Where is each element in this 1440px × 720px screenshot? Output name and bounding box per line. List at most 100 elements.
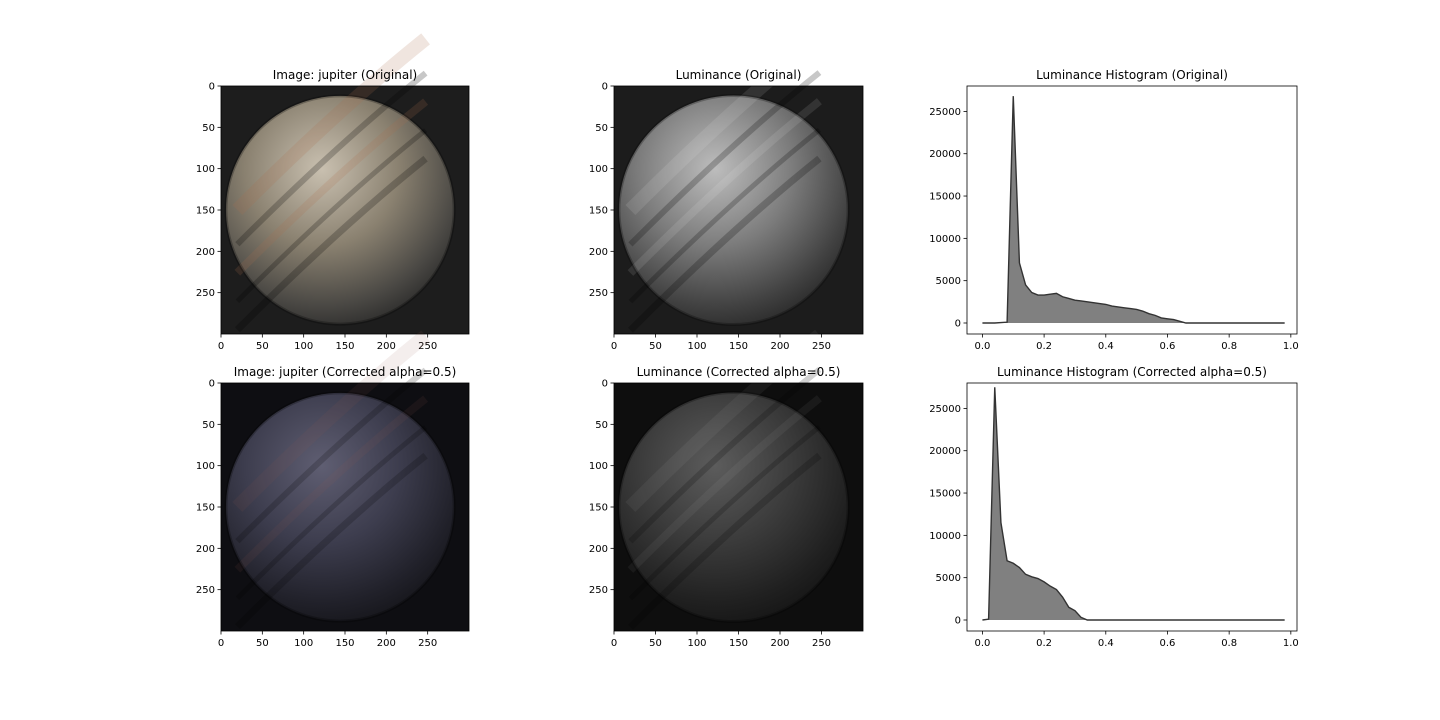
planet-disc <box>225 95 455 325</box>
cloud-band <box>235 425 428 601</box>
cloud-band <box>628 367 822 544</box>
y-tick-label: 25000 <box>929 404 961 415</box>
y-tick-label: 100 <box>196 461 215 472</box>
panel-title: Luminance (Corrected alpha=0.5) <box>637 365 841 379</box>
y-tick-label: 5000 <box>936 573 961 584</box>
y-tick-label: 150 <box>589 206 608 217</box>
y-tick-label: 0 <box>209 82 215 93</box>
panel-title: Luminance Histogram (Original) <box>1036 68 1228 82</box>
planet-limb <box>224 94 456 326</box>
x-tick-label: 0 <box>218 638 224 649</box>
x-tick-label: 250 <box>418 341 437 352</box>
x-tick-label: 100 <box>687 638 706 649</box>
cloud-band <box>625 329 824 512</box>
x-tick-label: 0 <box>611 638 617 649</box>
x-tick-label: 1.0 <box>1283 638 1299 649</box>
y-tick-label: 25000 <box>929 107 961 118</box>
y-tick-label: 200 <box>196 544 215 555</box>
planet-disc <box>225 392 455 622</box>
x-tick-label: 250 <box>812 341 831 352</box>
panel-6: 0.0 0.2 0.4 0.6 0.8 1.0 0 5000 10000 15000 20000 25… <box>929 365 1299 649</box>
y-tick-label: 250 <box>196 585 215 596</box>
x-tick-label: 1.0 <box>1283 341 1299 352</box>
y-tick-label: 0 <box>602 82 608 93</box>
x-tick-label: 250 <box>418 638 437 649</box>
axes-frame <box>966 85 1298 335</box>
x-tick-label: 150 <box>335 638 354 649</box>
cloud-band <box>628 424 821 601</box>
panel-title: Image: jupiter (Original) <box>273 68 418 82</box>
cloud-band <box>235 367 428 544</box>
panel-title: Image: jupiter (Corrected alpha=0.5) <box>234 365 457 379</box>
y-tick-label: 200 <box>589 544 608 555</box>
x-tick-label: 50 <box>649 341 662 352</box>
y-tick-label: 250 <box>196 288 215 299</box>
x-tick-label: 0 <box>218 341 224 352</box>
planet-limb <box>617 390 850 624</box>
y-tick-label: 20000 <box>929 149 961 160</box>
x-tick-label: 0.8 <box>1221 341 1237 352</box>
cloud-band <box>628 70 822 247</box>
x-tick-label: 50 <box>256 341 269 352</box>
cloud-band <box>235 128 428 304</box>
cloud-band <box>627 452 822 630</box>
panel-title: Luminance Histogram (Corrected alpha=0.5… <box>997 365 1267 379</box>
x-tick-label: 100 <box>294 638 313 649</box>
y-tick-label: 0 <box>602 379 608 390</box>
y-tick-label: 5000 <box>936 276 961 287</box>
y-tick-label: 150 <box>589 503 608 514</box>
planet-disc <box>618 95 849 325</box>
y-tick-label: 10000 <box>929 531 961 542</box>
cloud-band <box>625 32 824 215</box>
panel-1: 0 50 100 150 200 250 0 50 100 150 200 250 Image: jup… <box>196 33 470 352</box>
histogram-area <box>982 387 1285 620</box>
x-tick-label: 100 <box>687 341 706 352</box>
panel-title: Luminance (Original) <box>676 68 802 82</box>
x-tick-label: 150 <box>729 638 748 649</box>
x-tick-label: 0.4 <box>1098 638 1114 649</box>
y-tick-label: 100 <box>196 164 215 175</box>
y-tick-label: 250 <box>589 585 608 596</box>
x-tick-label: 0.6 <box>1160 638 1176 649</box>
cloud-band <box>232 33 430 215</box>
y-tick-label: 250 <box>589 288 608 299</box>
x-tick-label: 0.2 <box>1036 341 1052 352</box>
x-tick-label: 250 <box>812 638 831 649</box>
y-tick-label: 100 <box>589 164 608 175</box>
x-tick-label: 200 <box>770 638 789 649</box>
x-tick-label: 0.0 <box>974 638 990 649</box>
x-tick-label: 0.4 <box>1098 341 1114 352</box>
x-tick-label: 150 <box>729 341 748 352</box>
cloud-band <box>627 155 822 333</box>
y-tick-label: 20000 <box>929 446 961 457</box>
y-tick-label: 50 <box>595 123 608 134</box>
histogram-line <box>982 387 1285 621</box>
x-tick-label: 0 <box>611 341 617 352</box>
y-tick-label: 15000 <box>929 489 961 500</box>
y-tick-label: 200 <box>589 247 608 258</box>
planet-disc <box>618 392 849 622</box>
x-tick-label: 0.8 <box>1221 638 1237 649</box>
cloud-band <box>234 452 428 630</box>
x-tick-label: 200 <box>377 341 396 352</box>
y-tick-label: 50 <box>595 420 608 431</box>
x-tick-label: 200 <box>770 341 789 352</box>
cloud-band <box>234 98 429 276</box>
x-tick-label: 50 <box>649 638 662 649</box>
panel-5: 0 50 100 150 200 250 0 50 100 150 200 250 Luminance … <box>589 329 864 649</box>
cloud-band <box>234 395 429 573</box>
panel-2: 0 50 100 150 200 250 0 50 100 150 200 250 Luminance … <box>589 32 864 352</box>
y-tick-label: 150 <box>196 206 215 217</box>
cloud-band <box>235 70 428 247</box>
x-tick-label: 200 <box>377 638 396 649</box>
x-tick-label: 150 <box>335 341 354 352</box>
histogram-line <box>982 96 1285 324</box>
y-tick-label: 100 <box>589 461 608 472</box>
y-tick-label: 0 <box>209 379 215 390</box>
y-tick-label: 0 <box>955 615 961 626</box>
x-tick-label: 100 <box>294 341 313 352</box>
y-tick-label: 50 <box>202 123 215 134</box>
axes-frame <box>966 382 1298 632</box>
y-tick-label: 200 <box>196 247 215 258</box>
